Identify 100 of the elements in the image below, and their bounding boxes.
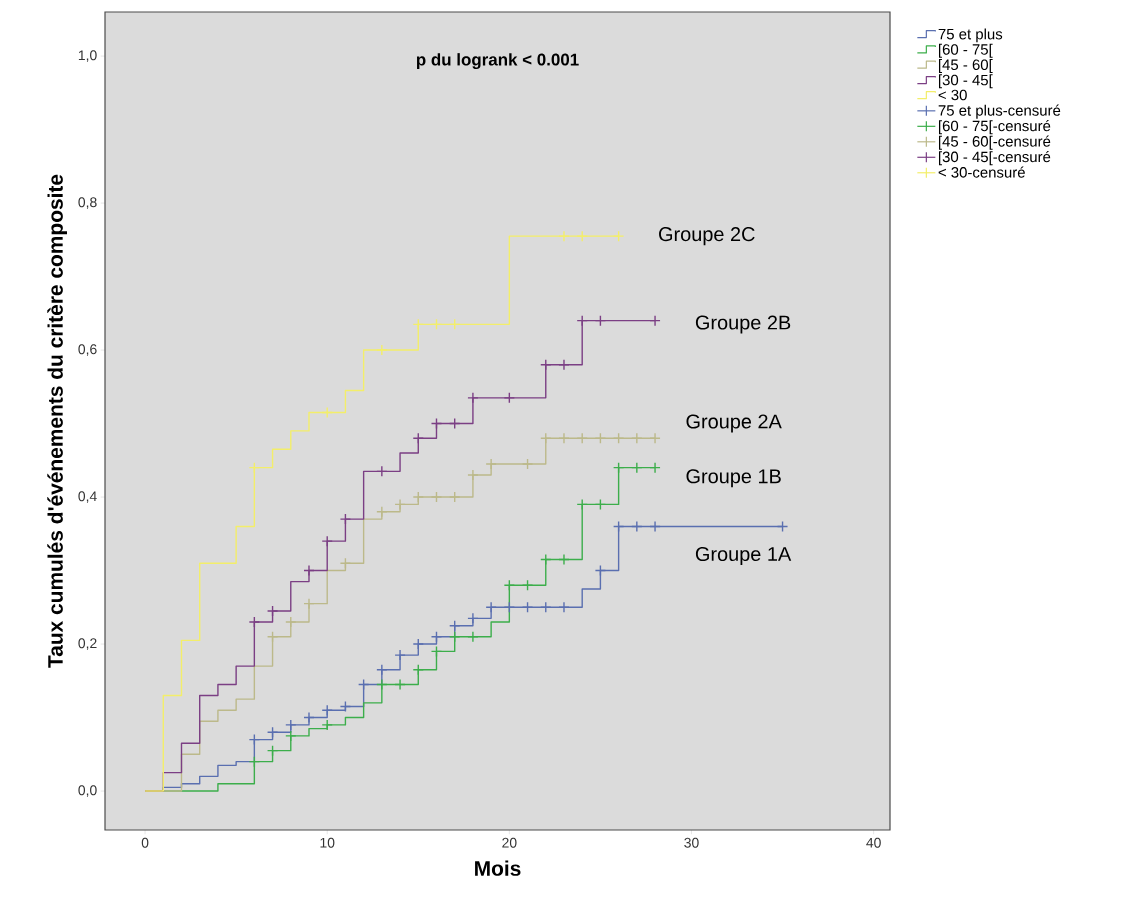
point	[248, 755, 261, 768]
point	[558, 553, 570, 566]
point	[558, 230, 570, 242]
point	[449, 491, 461, 503]
point	[321, 406, 333, 419]
point	[412, 491, 424, 503]
legend-label: [60 - 75[-censuré	[938, 120, 1051, 135]
point	[394, 649, 406, 661]
y-tick-label: 0,0	[78, 785, 97, 797]
legend-label: < 30-censuré	[938, 166, 1025, 178]
point	[503, 601, 516, 614]
x-tick-label: 20	[502, 837, 517, 848]
point	[376, 506, 388, 518]
point	[485, 601, 497, 614]
x-tick-label: 40	[866, 837, 881, 848]
point	[521, 579, 534, 591]
point	[449, 619, 461, 632]
legend-label: [60 - 75[	[938, 43, 993, 58]
point	[285, 616, 297, 628]
point	[631, 461, 643, 474]
y-tick-label: 0,8	[78, 197, 97, 209]
point	[576, 230, 588, 242]
point	[612, 432, 625, 444]
point	[376, 344, 388, 356]
point	[266, 605, 279, 617]
point	[303, 597, 315, 610]
legend-label: [30 - 45[-censuré	[938, 151, 1051, 166]
point	[631, 520, 643, 533]
point	[540, 359, 552, 371]
point	[576, 432, 588, 444]
point	[248, 461, 261, 474]
annotation: Groupe 2C	[659, 227, 755, 246]
point	[321, 535, 333, 547]
point	[303, 564, 315, 577]
point	[248, 616, 261, 628]
point	[376, 465, 388, 478]
point	[503, 579, 516, 591]
annotation: Groupe 1A	[695, 546, 792, 565]
point	[503, 392, 516, 404]
point	[558, 432, 570, 444]
point	[376, 664, 388, 676]
point	[576, 314, 588, 327]
annotation: Groupe 1B	[686, 469, 781, 488]
point	[521, 601, 534, 614]
point	[412, 432, 424, 444]
point	[612, 230, 625, 242]
y-tick-label: 0,6	[78, 344, 97, 356]
point	[649, 314, 661, 327]
point	[321, 719, 333, 731]
point	[631, 432, 643, 444]
point	[467, 612, 479, 625]
point	[449, 318, 461, 331]
y-axis-title: Taux cumulés d'événements du critère composite	[47, 174, 67, 668]
point	[339, 700, 352, 713]
legend-label: [45 - 60[	[938, 59, 993, 73]
point	[594, 564, 607, 577]
point	[412, 638, 424, 650]
point	[540, 553, 552, 566]
annotation: Groupe 2A	[686, 414, 782, 433]
x-tick-label: 10	[320, 837, 335, 848]
annotation: p du logrank < 0.001	[416, 53, 579, 69]
point	[649, 520, 661, 533]
y-tick-label: 1,0	[78, 50, 97, 62]
legend-label: [30 - 45[	[938, 74, 993, 89]
legend-label: 75 et plus	[938, 28, 1003, 43]
legend-label: 75 et plus-censuré	[938, 104, 1061, 119]
point	[558, 359, 570, 371]
point	[576, 498, 588, 511]
y-tick-label: 0,4	[78, 491, 97, 503]
point	[467, 392, 479, 404]
point	[266, 631, 279, 643]
legend-label: [45 - 60[-censuré	[938, 135, 1051, 150]
point	[303, 711, 315, 724]
point	[776, 520, 789, 533]
point	[594, 432, 607, 444]
point	[430, 491, 443, 503]
point	[394, 498, 406, 511]
point	[248, 733, 261, 746]
point	[430, 318, 443, 331]
point	[285, 719, 297, 731]
point	[285, 730, 297, 742]
point	[449, 631, 461, 643]
x-axis-title: Mois	[475, 860, 521, 876]
x-tick-label: 0	[141, 837, 149, 848]
point	[449, 417, 461, 430]
point	[339, 513, 352, 525]
point	[540, 601, 552, 614]
point	[649, 432, 661, 444]
point	[521, 458, 534, 470]
point	[430, 631, 443, 643]
point	[612, 461, 625, 474]
point	[540, 432, 552, 444]
point	[467, 631, 479, 643]
annotation: Groupe 2B	[695, 315, 791, 334]
y-tick-label: 0,2	[78, 638, 97, 650]
point	[357, 678, 370, 691]
x-tick-label: 30	[684, 837, 699, 848]
legend-label: < 30	[938, 89, 967, 101]
point	[594, 314, 607, 327]
point	[412, 318, 424, 331]
